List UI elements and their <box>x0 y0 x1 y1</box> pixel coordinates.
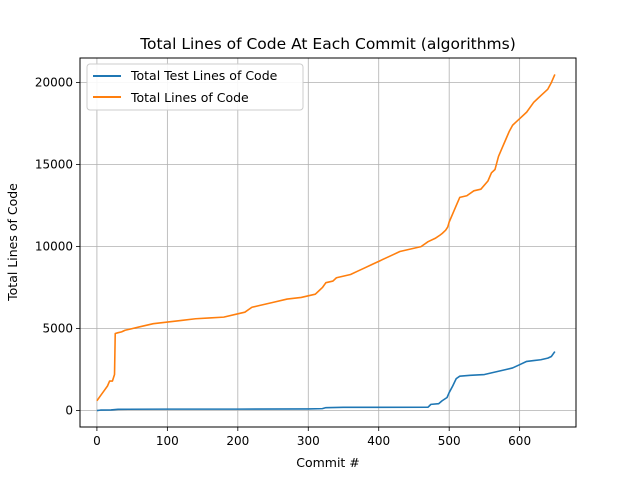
axis-ticks: 0 100 200 300 400 500 600 0 5000 10000 15000 20000 <box>35 76 531 448</box>
grid <box>80 58 576 427</box>
chart-title: Total Lines of Code At Each Commit (algo… <box>139 35 516 53</box>
series-lines <box>96 74 556 412</box>
legend-label-total-lines: Total Lines of Code <box>130 90 249 105</box>
x-tick-label: 100 <box>156 434 179 448</box>
series-test-lines-of-code <box>96 351 556 412</box>
x-tick-label: 300 <box>297 434 320 448</box>
series-total-lines-of-code <box>96 74 556 402</box>
plot-frame <box>79 57 577 428</box>
x-tick-label: 200 <box>226 434 249 448</box>
legend-label-test-lines: Total Test Lines of Code <box>130 68 278 83</box>
y-tick-label: 0 <box>65 404 73 418</box>
y-tick-label: 15000 <box>35 158 73 172</box>
x-axis-label: Commit # <box>296 455 360 470</box>
y-axis-label: Total Lines of Code <box>5 183 20 302</box>
x-tick-label: 600 <box>508 434 531 448</box>
x-tick-label: 500 <box>438 434 461 448</box>
y-tick-label: 20000 <box>35 76 73 90</box>
x-tick-label: 0 <box>93 434 101 448</box>
y-tick-label: 5000 <box>42 322 73 336</box>
y-tick-label: 10000 <box>35 240 73 254</box>
legend-box <box>86 63 304 111</box>
legend: Total Test Lines of Code Total Lines of … <box>86 63 304 111</box>
x-tick-label: 400 <box>367 434 390 448</box>
